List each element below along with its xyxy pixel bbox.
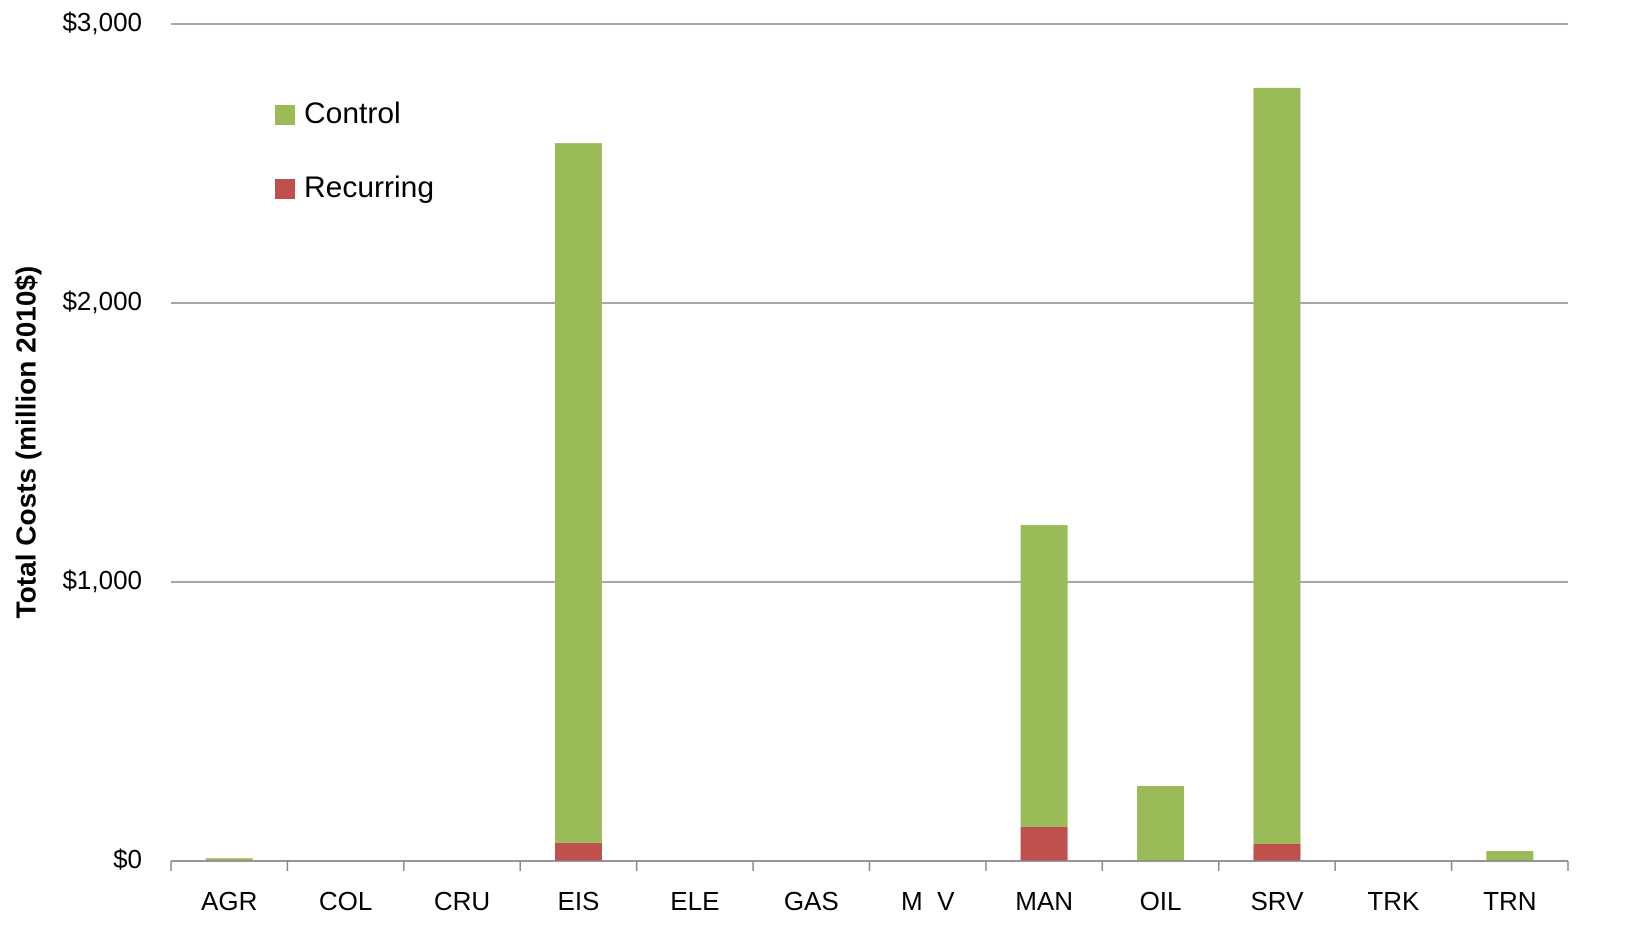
x-tick-label: CRU [434,886,490,916]
x-tick-label: TRK [1367,886,1420,916]
x-tick-label: M V [901,886,955,916]
legend-swatch [275,179,295,199]
legend-label: Recurring [304,171,434,204]
y-tick-label: $0 [113,844,142,874]
bar-segment [1253,843,1301,861]
bar-segment [205,858,253,861]
legend-label: Control [304,97,401,130]
x-tick-label: OIL [1140,886,1182,916]
x-tick-label: SRV [1250,886,1304,916]
y-tick-label: $3,000 [62,7,142,37]
bar-segment [1020,826,1068,861]
y-axis-title: Total Costs (million 2010$) [10,266,41,619]
y-tick-label: $1,000 [62,565,142,595]
x-tick-label: ELE [670,886,719,916]
x-tick-label: MAN [1015,886,1073,916]
bar-segment [1020,525,1068,827]
bar-segment [554,143,602,843]
legend-swatch [275,105,295,125]
x-tick-label: TRN [1483,886,1536,916]
x-tick-label: EIS [557,886,599,916]
x-tick-label: AGR [201,886,257,916]
x-tick-label: COL [319,886,372,916]
bar-segment [554,842,602,861]
bar-segment [1137,785,1185,861]
bar-segment [1253,87,1301,844]
y-tick-label: $2,000 [62,286,142,316]
x-tick-label: GAS [784,886,839,916]
bar-segment [1486,850,1534,861]
